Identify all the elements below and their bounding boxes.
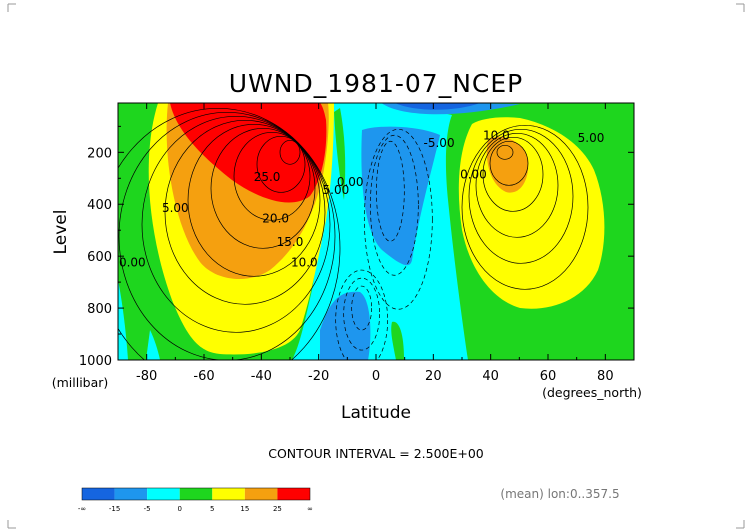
x-axis-units: (degrees_north) bbox=[542, 385, 642, 400]
x-tick-label: 0 bbox=[372, 369, 380, 384]
field-region bbox=[118, 180, 160, 360]
colorbar-swatch bbox=[179, 488, 213, 500]
contour-line bbox=[363, 128, 433, 310]
contour-line bbox=[210, 127, 316, 249]
contour-label: 5.00 bbox=[323, 183, 350, 197]
contour-label: -5.00 bbox=[424, 136, 455, 150]
colorbar-swatch bbox=[114, 488, 148, 500]
x-tick-label: 40 bbox=[482, 369, 499, 384]
y-tick-label: 400 bbox=[87, 198, 112, 213]
colorbar-frame bbox=[81, 487, 311, 501]
contour-line bbox=[233, 131, 311, 221]
colorbar-tick-label: ∞ bbox=[307, 505, 313, 513]
field-region bbox=[146, 330, 160, 360]
colorbar-tick-label: -5 bbox=[144, 505, 151, 513]
field-region bbox=[170, 103, 327, 203]
x-tick-label: -80 bbox=[136, 369, 157, 384]
contour-line bbox=[335, 269, 389, 360]
contour-label: 10.0 bbox=[483, 128, 510, 142]
field-region bbox=[334, 108, 346, 200]
contour-line bbox=[256, 135, 306, 193]
contour-line bbox=[279, 139, 301, 165]
contour-line bbox=[496, 144, 514, 160]
colorbar: -∞ -15 -5 0 5 15 25 ∞ bbox=[78, 487, 313, 513]
plot-area: 5.000.0025.020.015.010.05.000.00-5.000.0… bbox=[117, 102, 635, 361]
contour-label: 0.00 bbox=[337, 175, 364, 189]
contour-label: 5.00 bbox=[578, 131, 605, 145]
contour-line bbox=[351, 285, 373, 331]
field-region bbox=[361, 126, 440, 266]
colorbar-tick-label: -∞ bbox=[78, 505, 86, 513]
crop-marks bbox=[7, 3, 745, 529]
contour-labels: 5.000.0025.020.015.010.05.000.00-5.000.0… bbox=[119, 128, 604, 269]
x-tick-label: 60 bbox=[540, 369, 557, 384]
colorbar-tick-label: 15 bbox=[240, 505, 249, 513]
colorbar-swatch bbox=[244, 488, 278, 500]
contour-lines bbox=[118, 108, 589, 360]
contour-label: 15.0 bbox=[277, 235, 304, 249]
contour-line bbox=[369, 134, 419, 276]
contour-line bbox=[118, 112, 336, 360]
contour-line bbox=[187, 123, 321, 277]
colorbar-swatch bbox=[147, 488, 180, 500]
y-axis: 200 400 600 800 1000 bbox=[79, 125, 634, 369]
chart-title: UWND_1981-07_NCEP bbox=[229, 69, 523, 98]
colorbar-tick-label: 25 bbox=[273, 505, 282, 513]
contour-line bbox=[461, 124, 589, 290]
contour-line bbox=[118, 108, 341, 360]
contour-label: 0.00 bbox=[460, 167, 487, 181]
contour-line bbox=[468, 128, 574, 264]
colorbar-tick-label: 0 bbox=[177, 505, 181, 513]
colorbar-swatch bbox=[277, 488, 310, 500]
field-region bbox=[391, 321, 404, 360]
contour-line bbox=[375, 140, 405, 242]
field-region bbox=[320, 291, 371, 360]
contour-line bbox=[164, 119, 326, 305]
contour-line bbox=[482, 136, 544, 212]
y-tick-label: 1000 bbox=[79, 354, 112, 369]
colorbar-swatch bbox=[82, 488, 115, 500]
y-axis-units: (millibar) bbox=[52, 375, 109, 390]
contour-fields bbox=[118, 103, 605, 360]
x-axis-label: Latitude bbox=[341, 403, 411, 423]
x-tick-label: -20 bbox=[308, 369, 329, 384]
contour-line bbox=[141, 115, 331, 333]
field-region bbox=[395, 103, 480, 110]
contour-label: 10.0 bbox=[291, 256, 318, 270]
x-tick-label: -40 bbox=[251, 369, 272, 384]
x-tick-label: -60 bbox=[193, 369, 214, 384]
contour-interval-label: CONTOUR INTERVAL = 2.500E+00 bbox=[268, 446, 484, 461]
contour-line bbox=[343, 277, 381, 351]
contour-label: 5.00 bbox=[162, 201, 189, 215]
footer-label: (mean) lon:0..357.5 bbox=[500, 487, 619, 501]
y-tick-label: 600 bbox=[87, 250, 112, 265]
x-tick-label: 20 bbox=[425, 369, 442, 384]
y-axis-label: Level bbox=[51, 210, 71, 255]
y-tick-label: 200 bbox=[87, 146, 112, 161]
contour-line bbox=[489, 140, 529, 186]
contour-line bbox=[475, 132, 559, 238]
contour-label: 0.00 bbox=[119, 256, 146, 270]
contour-label: 20.0 bbox=[262, 211, 289, 225]
colorbar-swatch bbox=[212, 488, 245, 500]
contour-label: 25.0 bbox=[254, 170, 281, 184]
colorbar-tick-label: 5 bbox=[210, 505, 214, 513]
colorbar-tick-label: -15 bbox=[109, 505, 120, 513]
x-axis: -80 -60 -40 -20 0 20 40 60 80 bbox=[117, 103, 635, 384]
x-tick-label: 80 bbox=[597, 369, 614, 384]
y-tick-label: 800 bbox=[87, 302, 112, 317]
